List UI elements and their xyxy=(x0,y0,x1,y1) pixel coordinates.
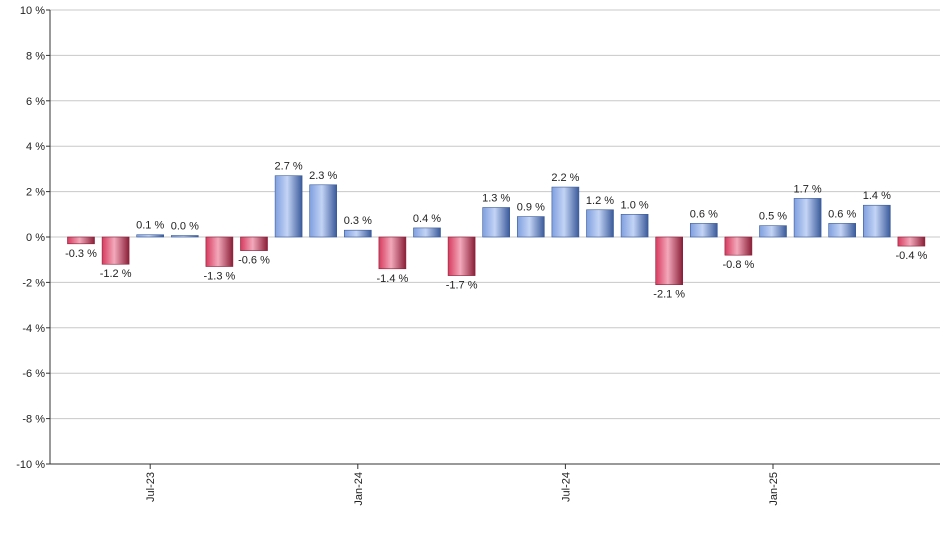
data-label: 1.7 % xyxy=(794,183,822,195)
y-tick-label: 8 % xyxy=(26,50,45,62)
x-tick-label: Jul-24 xyxy=(560,472,572,502)
y-tick-label: -8 % xyxy=(22,414,45,426)
data-label: 1.4 % xyxy=(863,190,891,202)
data-label: 1.3 % xyxy=(482,192,510,204)
y-tick-label: -4 % xyxy=(22,323,45,335)
bar xyxy=(101,236,130,265)
x-tick-label: Jul-23 xyxy=(145,472,157,502)
bar xyxy=(793,198,822,238)
y-tick-label: -10 % xyxy=(16,459,45,471)
y-tick-label: 0 % xyxy=(26,232,45,244)
y-tick-label: 6 % xyxy=(26,96,45,108)
x-tick-label: Jan-25 xyxy=(768,472,780,506)
data-label: -1.2 % xyxy=(100,268,132,280)
bar xyxy=(620,214,649,238)
bar xyxy=(482,207,511,238)
bar xyxy=(67,236,95,245)
bar xyxy=(447,236,476,276)
bar xyxy=(378,236,407,270)
y-tick-label: 10 % xyxy=(20,5,45,17)
bar xyxy=(343,229,372,238)
bar xyxy=(551,186,580,238)
data-label: -0.3 % xyxy=(65,248,97,260)
bar xyxy=(897,236,926,247)
data-label: 0.4 % xyxy=(413,213,441,225)
bar xyxy=(274,175,303,238)
data-label: -0.8 % xyxy=(723,259,755,271)
bar xyxy=(309,184,338,238)
bar xyxy=(655,236,684,285)
data-label: 1.2 % xyxy=(586,195,614,207)
data-label: 0.9 % xyxy=(517,202,545,214)
bar xyxy=(828,223,857,238)
data-label: -1.3 % xyxy=(204,271,236,283)
x-axis-ticks: Jul-23 Jan-24 Jul-24 Jan-25 xyxy=(145,464,780,506)
data-label: -1.7 % xyxy=(446,280,478,292)
bar xyxy=(586,209,614,238)
y-tick-label: 2 % xyxy=(26,187,45,199)
y-tick-label: 4 % xyxy=(26,141,45,153)
bar xyxy=(240,236,268,251)
data-label: 0.5 % xyxy=(759,211,787,223)
axes xyxy=(49,10,940,465)
bar xyxy=(516,216,545,238)
bar xyxy=(413,227,441,238)
bar xyxy=(689,223,718,238)
data-label: -1.4 % xyxy=(377,273,409,285)
data-label: -0.4 % xyxy=(896,250,928,262)
data-label: 0.3 % xyxy=(344,215,372,227)
data-label: 2.2 % xyxy=(551,172,579,184)
bar xyxy=(759,225,787,238)
data-label: 0.6 % xyxy=(828,208,856,220)
data-label: 2.3 % xyxy=(309,170,337,182)
bars xyxy=(67,175,926,285)
data-label: -0.6 % xyxy=(238,255,270,267)
data-label: -2.1 % xyxy=(653,289,685,301)
data-labels: -0.3 %-1.2 % 0.1 % 0.0 % -1.3 %-0.6 % 2.7 % 2… xyxy=(65,161,927,301)
bar xyxy=(205,236,234,267)
bar xyxy=(724,236,753,256)
data-label: 0.6 % xyxy=(690,208,718,220)
y-axis-ticks: 10 % 8 % 6 % 4 % 2 % 0 % -2 % -4 % -6 % -8 % -10 % xyxy=(16,5,50,471)
x-tick-label: Jan-24 xyxy=(353,472,365,506)
bar xyxy=(862,204,891,238)
data-label: 2.7 % xyxy=(275,161,303,173)
bar xyxy=(171,235,199,238)
data-label: 0.0 % xyxy=(171,221,199,233)
y-tick-label: -2 % xyxy=(22,277,45,289)
y-tick-label: -6 % xyxy=(22,368,45,380)
data-label: 1.0 % xyxy=(621,199,649,211)
data-label: 0.1 % xyxy=(136,220,164,232)
bar xyxy=(136,234,164,238)
